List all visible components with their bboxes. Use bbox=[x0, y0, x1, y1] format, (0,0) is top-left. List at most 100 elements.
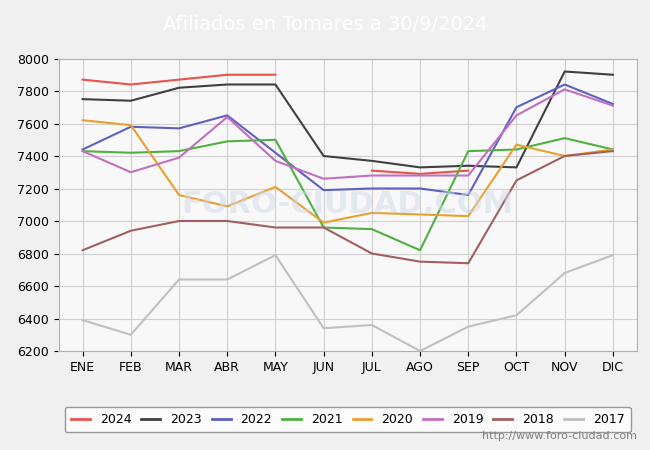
2024 bbox=[127, 82, 135, 87]
2023 bbox=[175, 85, 183, 90]
2022 bbox=[175, 126, 183, 131]
2019 bbox=[368, 173, 376, 178]
2017 bbox=[224, 277, 231, 282]
2017 bbox=[561, 270, 569, 276]
2021 bbox=[561, 135, 569, 141]
2023 bbox=[561, 69, 569, 74]
2022 bbox=[464, 192, 472, 198]
Line: 2024: 2024 bbox=[83, 75, 276, 85]
2023 bbox=[513, 165, 521, 170]
2023 bbox=[79, 96, 86, 102]
2017 bbox=[513, 313, 521, 318]
2019 bbox=[127, 170, 135, 175]
2022 bbox=[609, 101, 617, 107]
2024 bbox=[224, 72, 231, 77]
2021 bbox=[513, 147, 521, 152]
2018 bbox=[416, 259, 424, 264]
Line: 2020: 2020 bbox=[83, 120, 613, 223]
2017 bbox=[464, 324, 472, 329]
2021 bbox=[320, 225, 328, 230]
2021 bbox=[79, 148, 86, 154]
2020 bbox=[561, 153, 569, 159]
2020 bbox=[513, 142, 521, 147]
2018 bbox=[127, 228, 135, 234]
2024 bbox=[79, 77, 86, 82]
2021 bbox=[127, 150, 135, 155]
2019 bbox=[224, 114, 231, 120]
2021 bbox=[368, 226, 376, 232]
2022 bbox=[513, 104, 521, 110]
2018 bbox=[561, 153, 569, 159]
2019 bbox=[272, 158, 280, 164]
2017 bbox=[127, 332, 135, 338]
2022 bbox=[320, 188, 328, 193]
Line: 2022: 2022 bbox=[83, 85, 613, 195]
2019 bbox=[320, 176, 328, 181]
2022 bbox=[272, 150, 280, 155]
2020 bbox=[368, 210, 376, 216]
2020 bbox=[609, 147, 617, 152]
Legend: 2024, 2023, 2022, 2021, 2020, 2019, 2018, 2017: 2024, 2023, 2022, 2021, 2020, 2019, 2018… bbox=[65, 407, 630, 432]
2021 bbox=[464, 148, 472, 154]
2018 bbox=[320, 225, 328, 230]
2021 bbox=[609, 147, 617, 152]
2019 bbox=[561, 87, 569, 92]
2023 bbox=[272, 82, 280, 87]
2019 bbox=[175, 155, 183, 160]
2020 bbox=[272, 184, 280, 189]
2022 bbox=[79, 147, 86, 152]
2019 bbox=[79, 148, 86, 154]
2017 bbox=[320, 325, 328, 331]
2023 bbox=[127, 98, 135, 104]
2021 bbox=[224, 139, 231, 144]
2018 bbox=[368, 251, 376, 256]
Line: 2019: 2019 bbox=[83, 90, 613, 179]
2017 bbox=[416, 348, 424, 354]
2017 bbox=[609, 252, 617, 258]
2020 bbox=[224, 204, 231, 209]
2018 bbox=[79, 248, 86, 253]
2017 bbox=[175, 277, 183, 282]
2018 bbox=[175, 218, 183, 224]
2022 bbox=[127, 124, 135, 130]
2020 bbox=[127, 122, 135, 128]
2024 bbox=[272, 72, 280, 77]
2023 bbox=[224, 82, 231, 87]
2018 bbox=[609, 148, 617, 154]
2018 bbox=[513, 178, 521, 183]
2019 bbox=[464, 173, 472, 178]
2019 bbox=[416, 173, 424, 178]
2018 bbox=[272, 225, 280, 230]
2017 bbox=[272, 252, 280, 258]
2017 bbox=[79, 317, 86, 323]
2024 bbox=[175, 77, 183, 82]
2018 bbox=[464, 261, 472, 266]
Text: FORO-CIUDAD.COM: FORO-CIUDAD.COM bbox=[182, 190, 514, 219]
2023 bbox=[368, 158, 376, 164]
2020 bbox=[175, 192, 183, 198]
Line: 2023: 2023 bbox=[83, 72, 613, 167]
2023 bbox=[416, 165, 424, 170]
Text: Afiliados en Tomares a 30/9/2024: Afiliados en Tomares a 30/9/2024 bbox=[162, 15, 488, 34]
2021 bbox=[416, 248, 424, 253]
2019 bbox=[513, 112, 521, 118]
2023 bbox=[464, 163, 472, 168]
2020 bbox=[79, 117, 86, 123]
2017 bbox=[368, 322, 376, 328]
2020 bbox=[320, 220, 328, 225]
2022 bbox=[416, 186, 424, 191]
2019 bbox=[609, 103, 617, 108]
2020 bbox=[464, 213, 472, 219]
2022 bbox=[224, 112, 231, 118]
2021 bbox=[272, 137, 280, 143]
2018 bbox=[224, 218, 231, 224]
2023 bbox=[320, 153, 328, 159]
Line: 2017: 2017 bbox=[83, 255, 613, 351]
2020 bbox=[416, 212, 424, 217]
2023 bbox=[609, 72, 617, 77]
2021 bbox=[175, 148, 183, 154]
Line: 2021: 2021 bbox=[83, 138, 613, 250]
Line: 2018: 2018 bbox=[83, 151, 613, 263]
2022 bbox=[368, 186, 376, 191]
Text: http://www.foro-ciudad.com: http://www.foro-ciudad.com bbox=[482, 431, 637, 441]
